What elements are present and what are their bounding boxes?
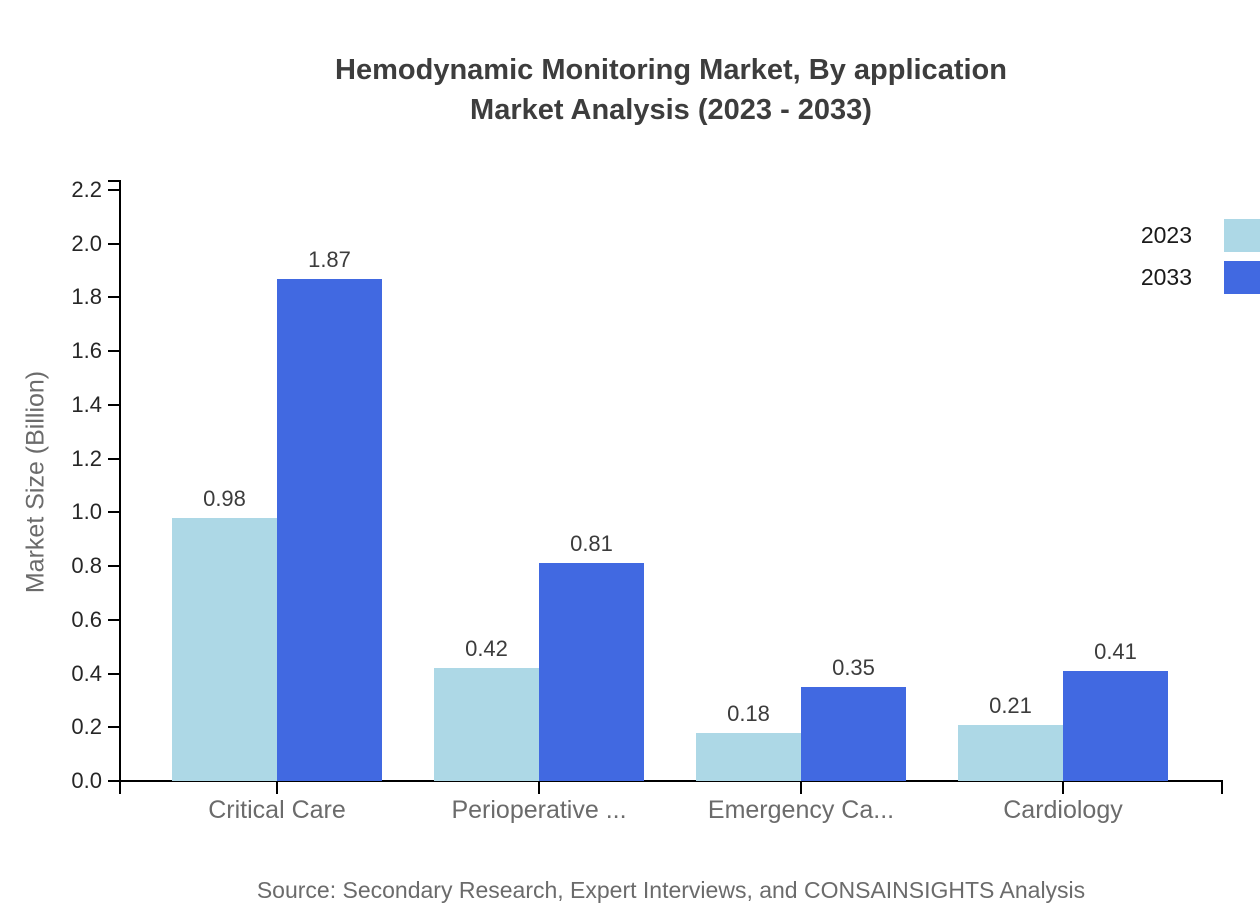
y-tick (108, 672, 120, 675)
y-tick (108, 780, 120, 782)
bar-2023 (958, 724, 1063, 781)
x-tick (119, 780, 121, 794)
y-tick-label: 1.2 (71, 445, 102, 471)
bar-2033 (801, 686, 906, 781)
chart-title: Hemodynamic Monitoring Market, By applic… (120, 50, 1222, 130)
y-tick-label: 0.6 (71, 606, 102, 632)
legend-label: 2033 (1140, 264, 1192, 290)
y-tick (108, 457, 120, 460)
bar-value-label: 0.35 (832, 654, 875, 680)
y-tick-label: 1.8 (71, 284, 102, 310)
bar-value-label: 0.42 (465, 636, 508, 662)
y-tick-label: 1.0 (71, 499, 102, 525)
x-tick (1221, 780, 1223, 794)
x-category-label: Cardiology (1003, 796, 1123, 824)
y-tick (108, 403, 120, 406)
chart-title-line1: Hemodynamic Monitoring Market, By applic… (335, 54, 1007, 86)
bar-2033 (1063, 670, 1168, 781)
x-tick (1062, 780, 1064, 794)
source-note: Source: Secondary Research, Expert Inter… (256, 877, 1086, 903)
y-axis-line (119, 180, 121, 783)
bar-2023 (696, 732, 801, 781)
y-tick (108, 565, 120, 568)
bar-2033 (277, 278, 382, 781)
y-tick (108, 189, 120, 191)
legend: 2023 2033 (1141, 219, 1260, 294)
y-tick-label: 1.6 (71, 338, 102, 364)
y-tick (108, 726, 120, 729)
bar-value-label: 0.18 (727, 700, 770, 726)
legend-item: 2033 (1141, 261, 1260, 294)
y-tick-label: 0.0 (71, 768, 102, 793)
bar-value-label: 1.87 (308, 246, 351, 272)
y-tick-label: 0.4 (71, 660, 102, 686)
x-axis-line (119, 780, 1223, 782)
chart-title-line2: Market Analysis (2023 - 2033) (470, 94, 872, 126)
bar-value-label: 0.98 (203, 485, 246, 511)
x-tick (276, 780, 278, 794)
x-category-label: Perioperative ... (451, 796, 627, 824)
y-tick-label: 0.8 (71, 553, 102, 579)
y-tick (108, 296, 120, 299)
x-category-label: Critical Care (208, 796, 346, 824)
y-tick-label: 1.4 (71, 391, 102, 417)
bar-value-label: 0.21 (989, 692, 1032, 718)
y-axis-end-tick (108, 180, 120, 182)
y-tick (108, 511, 120, 514)
y-tick-label: 2.2 (71, 177, 102, 202)
bar-2033 (539, 563, 644, 781)
legend-swatch (1224, 219, 1260, 252)
bar-value-label: 0.41 (1094, 638, 1137, 664)
y-tick (108, 350, 120, 353)
y-tick (108, 242, 120, 245)
x-tick (800, 780, 802, 794)
bar-2023 (434, 668, 539, 781)
bar-2023 (172, 517, 277, 781)
legend-swatch (1224, 261, 1260, 294)
bar-value-label: 0.81 (570, 531, 613, 557)
y-tick-label: 0.2 (71, 714, 102, 740)
legend-item: 2023 (1141, 219, 1260, 252)
legend-label: 2023 (1140, 222, 1192, 248)
y-tick-label: 2.0 (71, 230, 102, 256)
y-tick (108, 618, 120, 621)
x-tick (538, 780, 540, 794)
x-category-label: Emergency Ca... (707, 796, 895, 824)
